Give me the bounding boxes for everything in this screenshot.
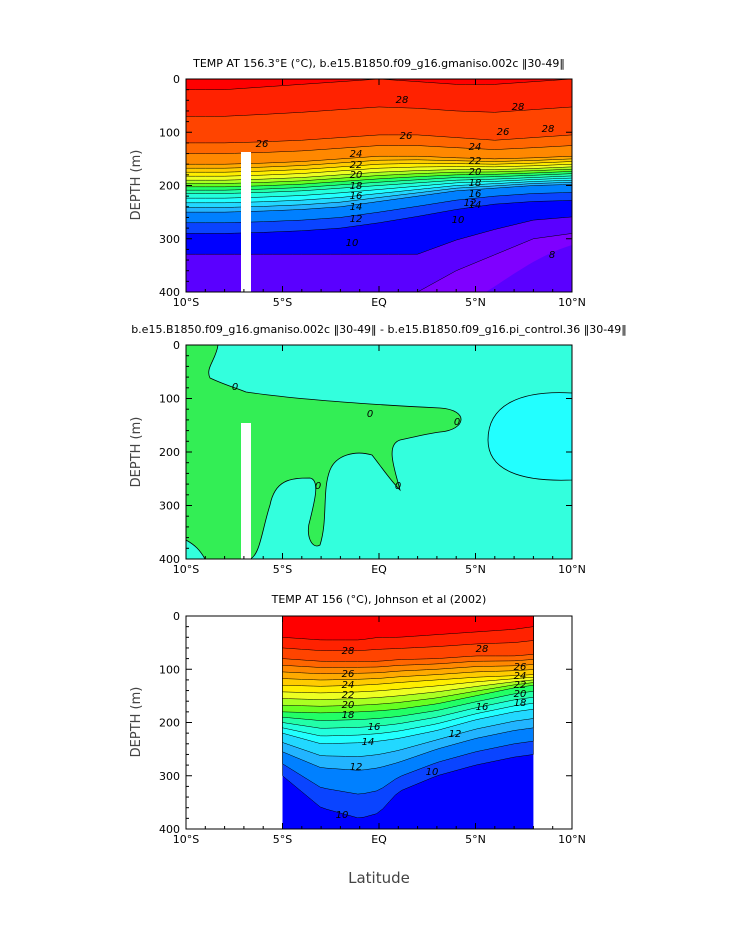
panel-3-xtick-label: 10°S — [173, 833, 199, 846]
panel-1-contour-label: 26 — [256, 139, 269, 150]
panel-1-contour-label: 12 — [350, 214, 363, 225]
panel-3-contour-label: 12 — [350, 762, 363, 773]
panel-3-contour-label: 10 — [426, 767, 439, 778]
panel-1-contour-label: 24 — [469, 142, 482, 153]
panel-1: TEMP AT 156.3°E (°C), b.e15.B1850.f09_g1… — [129, 57, 586, 309]
panel-3-contour-label: 28 — [342, 646, 355, 657]
panel-2-title: b.e15.B1850.f09_g16.gmaniso.002c ‖30-49‖… — [131, 323, 627, 336]
panel-2-positive-region — [487, 392, 572, 481]
panel-3-contour-label: 12 — [449, 729, 462, 740]
figure-xlabel: Latitude — [348, 869, 410, 887]
panel-2-contour-label: 0 — [315, 481, 321, 492]
panel-2-contours — [186, 345, 572, 559]
panel-1-xtick-label: 10°S — [173, 296, 199, 309]
panel-1-blank-strip — [241, 152, 251, 292]
panel-3-ytick-label: 300 — [159, 770, 180, 783]
panel-3-contour-label: 16 — [368, 722, 381, 733]
panel-1-ytick-label: 400 — [159, 286, 180, 299]
panel-2-xtick-label: EQ — [371, 563, 387, 576]
panel-1-xtick-label: 5°N — [465, 296, 486, 309]
panel-3-xtick-label: 5°S — [273, 833, 292, 846]
panel-1-xtick-label: EQ — [371, 296, 387, 309]
panel-3-contour-label: 18 — [342, 710, 355, 721]
panel-3-ylabel: DEPTH (m) — [129, 687, 144, 758]
panel-2-contour-label: 0 — [232, 382, 238, 393]
panel-1-ytick-label: 300 — [159, 233, 180, 246]
panel-3-xtick-label: EQ — [371, 833, 387, 846]
panel-3-ytick-label: 400 — [159, 823, 180, 836]
panel-3-contour-label: 24 — [342, 680, 355, 691]
panel-3-xtick-label: 5°N — [465, 833, 486, 846]
panel-3-contour-label: 20 — [342, 700, 355, 711]
panel-1-contour-label: 20 — [350, 170, 363, 181]
panel-1-contour-label: 24 — [350, 149, 363, 160]
panel-2-ytick-label: 0 — [173, 339, 180, 352]
panel-1-contour-label: 18 — [469, 178, 482, 189]
panel-3-contour-label: 28 — [476, 644, 489, 655]
panel-1-cold-region — [486, 245, 572, 292]
panel-3-contour-label: 10 — [336, 810, 349, 821]
panel-2-ytick-label: 300 — [159, 500, 180, 513]
panel-1-xtick-label: 10°N — [558, 296, 586, 309]
panel-1-contour-label: 26 — [497, 127, 510, 138]
panel-3-title: TEMP AT 156 (°C), Johnson et al (2002) — [271, 593, 487, 606]
panel-1-contour-label: 28 — [396, 95, 409, 106]
panel-1-contour-label: 18 — [350, 181, 363, 192]
panel-3-contour-label: 18 — [514, 698, 527, 709]
panel-1-contour-label: 10 — [452, 215, 465, 226]
panel-3-xtick-label: 10°N — [558, 833, 586, 846]
panel-1-contour-label: 14 — [350, 202, 363, 213]
panel-3-ytick-label: 100 — [159, 663, 180, 676]
panel-3-contour-label: 26 — [342, 669, 355, 680]
panel-3-contour-label: 22 — [514, 680, 527, 691]
panel-2-contour-label: 0 — [367, 409, 373, 420]
panel-1-ytick-label: 200 — [159, 180, 180, 193]
panel-1-contour-label: 16 — [350, 191, 363, 202]
panel-2: b.e15.B1850.f09_g16.gmaniso.002c ‖30-49‖… — [129, 323, 627, 576]
panel-1-contour-label: 20 — [469, 167, 482, 178]
panel-3-band — [282, 616, 534, 641]
panel-1-ylabel: DEPTH (m) — [129, 150, 144, 221]
panel-3-ytick-label: 200 — [159, 717, 180, 730]
panel-2-xtick-label: 5°N — [465, 563, 486, 576]
panel-1-contour-label: 28 — [542, 124, 555, 135]
panel-3: TEMP AT 156 (°C), Johnson et al (2002) 2… — [129, 593, 586, 846]
panel-2-ylabel: DEPTH (m) — [129, 417, 144, 488]
panel-1-contour-label: 14 — [469, 200, 482, 211]
panel-1-contour-label: 28 — [512, 102, 525, 113]
panel-1-contour-label: 22 — [350, 160, 363, 171]
panel-1-band — [186, 79, 572, 117]
panel-1-contours — [186, 79, 572, 292]
panel-1-contour-label: 12 — [464, 198, 477, 209]
panel-1-contour-label: 8 — [549, 250, 555, 261]
panel-2-ytick-label: 400 — [159, 553, 180, 566]
panel-2-ytick-label: 200 — [159, 446, 180, 459]
panel-3-contour-label: 26 — [514, 662, 527, 673]
panel-3-contour-label: 20 — [514, 689, 527, 700]
panel-1-contour-label: 10 — [346, 238, 359, 249]
panel-2-contour-label: 0 — [395, 481, 401, 492]
panel-1-xtick-label: 5°S — [273, 296, 292, 309]
panel-2-xtick-label: 10°S — [173, 563, 199, 576]
panel-1-title: TEMP AT 156.3°E (°C), b.e15.B1850.f09_g1… — [192, 57, 565, 70]
panel-2-ytick-label: 100 — [159, 393, 180, 406]
panel-2-xtick-label: 5°S — [273, 563, 292, 576]
panel-1-contour-label: 26 — [400, 131, 413, 142]
panel-3-contour-label: 16 — [476, 702, 489, 713]
panel-3-ytick-label: 0 — [173, 610, 180, 623]
panel-1-contour-label: 22 — [469, 156, 482, 167]
panel-2-contour-label: 0 — [454, 417, 460, 428]
panel-2-negative-region — [186, 345, 462, 559]
panel-1-ytick-label: 0 — [173, 73, 180, 86]
panel-2-xtick-label: 10°N — [558, 563, 586, 576]
panel-3-contour-label: 14 — [362, 737, 375, 748]
panel-1-contour-label: 16 — [469, 189, 482, 200]
panel-2-blank-strip — [241, 423, 251, 559]
panel-3-contour-label: 22 — [342, 690, 355, 701]
panel-3-contours — [282, 616, 534, 829]
panel-1-ytick-label: 100 — [159, 126, 180, 139]
panel-3-contour-label: 24 — [514, 671, 527, 682]
